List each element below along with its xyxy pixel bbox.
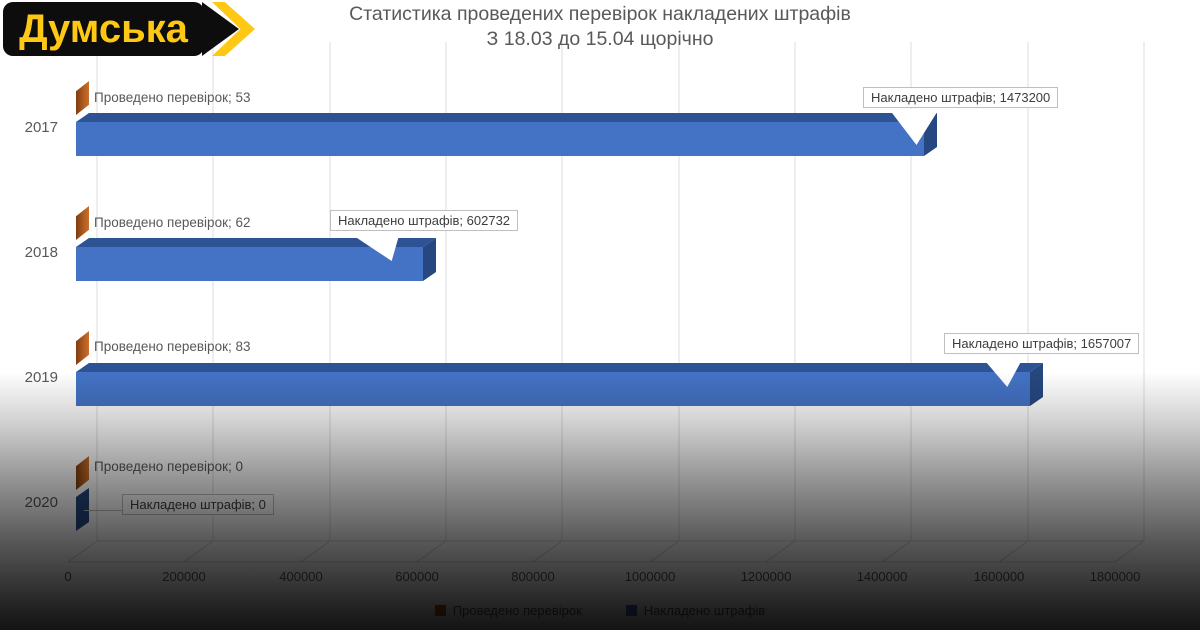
category-label-2020: 2020	[24, 494, 58, 511]
fines-callout-2019: Накладено штрафів; 1657007	[944, 333, 1140, 354]
legend-label-fines: Накладено штрафів	[643, 603, 766, 618]
legend-item-inspections: Проведено перевірок	[434, 603, 582, 618]
legend-swatch-inspections-icon	[434, 605, 446, 616]
x-tick-1800000: 1800000	[1089, 569, 1141, 584]
inspections-data-label-2019: Проведено перевірок; 83	[94, 339, 251, 354]
inspections-data-label-2020: Проведено перевірок; 0	[94, 459, 243, 474]
logo-text: Думська	[19, 6, 188, 51]
x-tick-400000: 400000	[279, 569, 323, 584]
floor-diagonal-lines	[67, 540, 1145, 563]
fines-callout-2018: Накладено штрафів; 602732	[330, 210, 519, 231]
floor-edge-lines	[68, 540, 1144, 563]
bar-top-face	[76, 113, 937, 122]
x-tick-1400000: 1400000	[856, 569, 908, 584]
callout-leader-line-2020	[84, 510, 123, 511]
x-tick-1600000: 1600000	[973, 569, 1025, 584]
chart-title-line1: Статистика проведених перевірок накладен…	[349, 3, 851, 25]
x-tick-200000: 200000	[162, 569, 206, 584]
x-tick-1200000: 1200000	[740, 569, 792, 584]
x-tick-1000000: 1000000	[624, 569, 676, 584]
category-label-2017: 2017	[24, 119, 58, 136]
category-label-2018: 2018	[24, 244, 58, 261]
legend-label-inspections: Проведено перевірок	[452, 603, 582, 618]
bar-front-face	[76, 247, 423, 281]
bar-front-face	[76, 372, 1030, 406]
fines-callout-2017: Накладено штрафів; 1473200	[863, 87, 1059, 108]
bar-front-face	[76, 122, 924, 156]
x-tick-0: 0	[64, 569, 72, 584]
inspections-data-label-2018: Проведено перевірок; 62	[94, 215, 251, 230]
x-tick-600000: 600000	[395, 569, 439, 584]
chart-title-line2: З 18.03 до 15.04 щорічно	[486, 28, 714, 50]
legend-swatch-fines-icon	[625, 605, 637, 616]
category-label-2019: 2019	[24, 369, 58, 386]
legend-item-fines: Накладено штрафів	[625, 603, 766, 618]
bar-top-face	[76, 363, 1043, 372]
dumska-logo: Думська	[3, 2, 204, 56]
inspections-data-label-2017: Проведено перевірок; 53	[94, 90, 251, 105]
fines-callout-2020: Накладено штрафів; 0	[122, 494, 274, 515]
x-tick-800000: 800000	[511, 569, 555, 584]
chart-legend: Проведено перевірок Накладено штрафів	[0, 603, 1200, 618]
